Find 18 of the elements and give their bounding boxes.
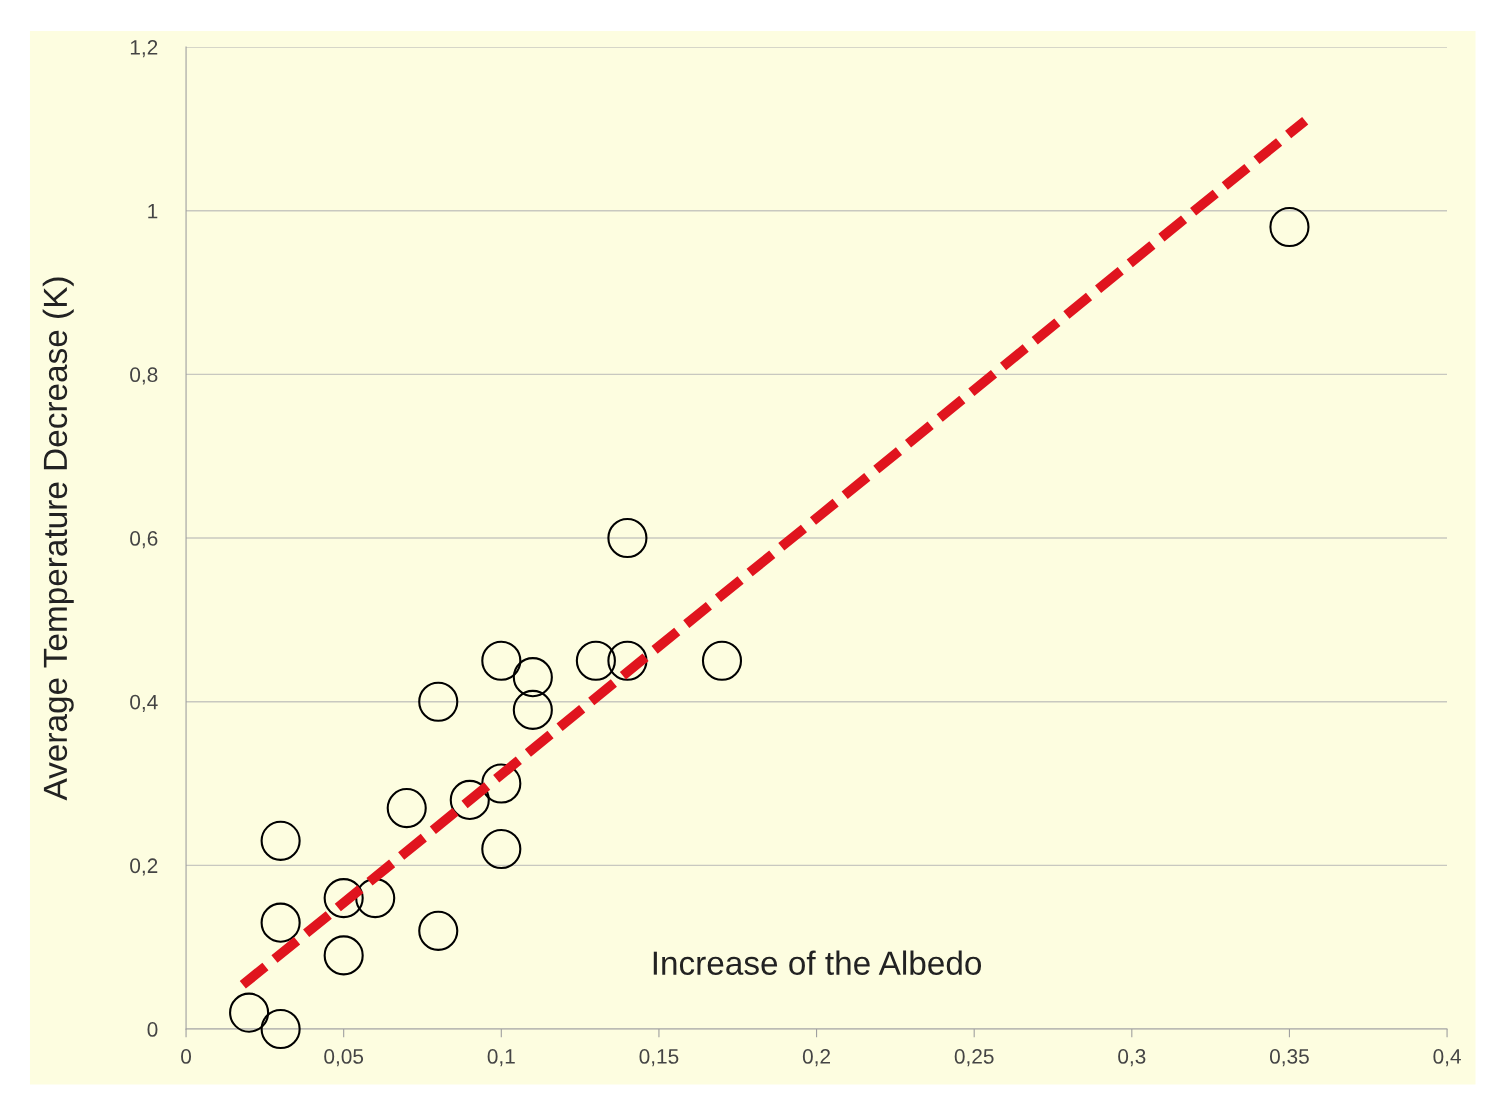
y-tick-label: 0 <box>147 1022 158 1037</box>
x-tick-label: 0,4 <box>1433 1049 1461 1067</box>
y-tick-label: 0,4 <box>130 694 158 712</box>
x-tick-label: 0,1 <box>487 1049 515 1067</box>
y-axis-title: Average Temperature Decrease (K) <box>42 277 74 801</box>
x-tick-label: 0,35 <box>1269 1049 1309 1067</box>
x-tick-label: 0,2 <box>802 1049 830 1067</box>
x-tick-label: 0 <box>181 1049 192 1064</box>
y-tick-label: 1,2 <box>130 40 158 58</box>
x-tick-label: 0,25 <box>954 1049 994 1067</box>
y-tick-label: 0,2 <box>130 858 158 876</box>
x-tick-label: 0,3 <box>1118 1049 1146 1067</box>
y-tick-label: 0,8 <box>130 367 158 385</box>
y-tick-label: 1 <box>148 203 158 219</box>
x-axis-title: Increase of the Albedo <box>653 950 982 975</box>
x-tick-label: 0,15 <box>639 1049 679 1067</box>
x-tick-label: 0,05 <box>324 1049 364 1067</box>
y-tick-label: 0,6 <box>130 531 158 549</box>
